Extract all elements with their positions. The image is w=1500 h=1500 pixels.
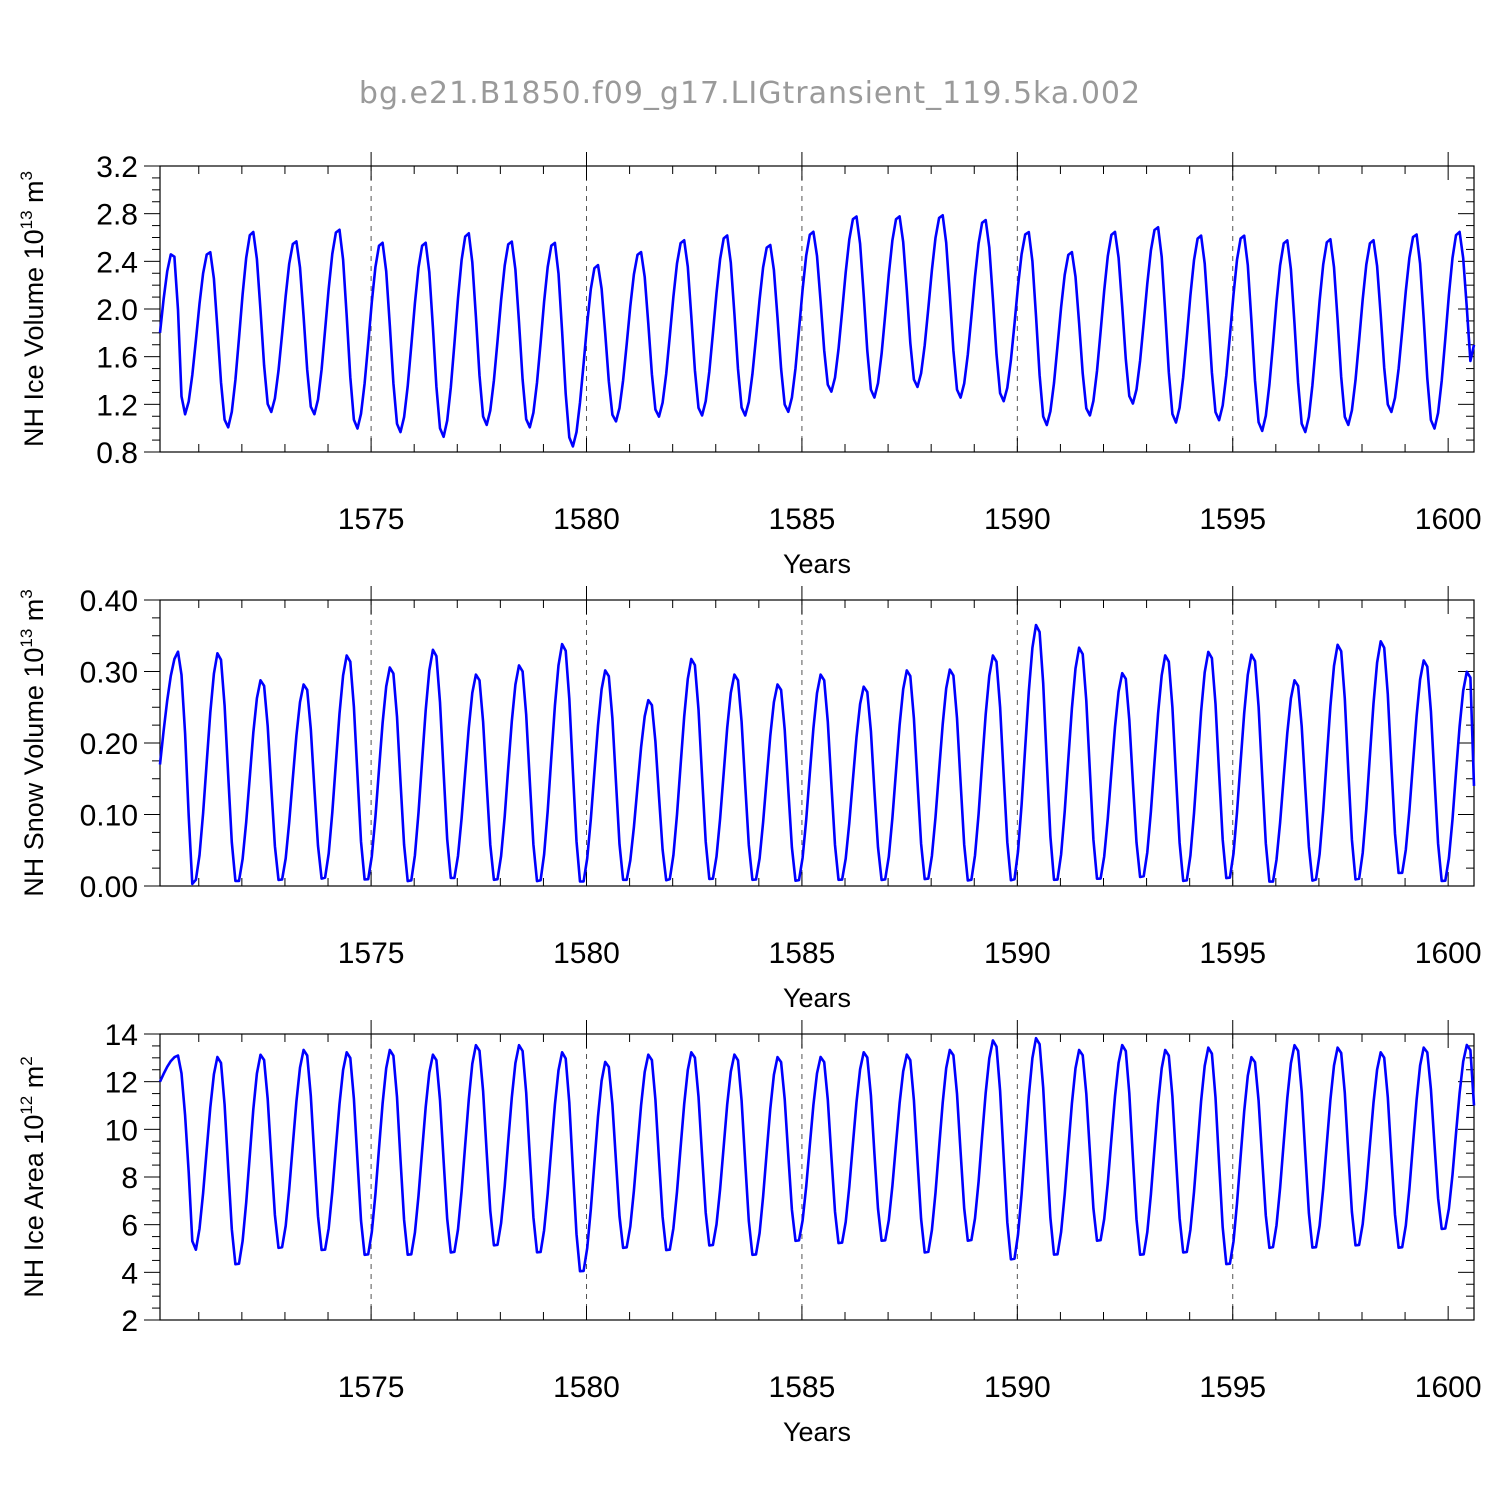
chart-title: bg.e21.B1850.f09_g17.LIGtransient_119.5k… <box>359 76 1141 111</box>
y-axis-label: NH Ice Area 1012 m2 <box>17 1056 49 1297</box>
y-tick-label: 1.6 <box>96 342 138 375</box>
y-tick-label: 3.2 <box>96 151 138 184</box>
x-tick-label: 1580 <box>553 1371 620 1404</box>
plot-frame <box>159 599 1475 887</box>
y-tick-label: 0.8 <box>96 437 138 470</box>
y-tick-label: 6 <box>121 1210 138 1243</box>
y-tick-label: 2.8 <box>96 199 138 232</box>
y-tick-label: 2 <box>121 1305 138 1338</box>
y-tick-label: 0.00 <box>80 871 138 904</box>
plot-frame <box>159 165 1475 453</box>
y-tick-label: 8 <box>121 1162 138 1195</box>
y-tick-label: 4 <box>121 1257 138 1290</box>
x-tick-label: 1590 <box>984 937 1051 970</box>
x-tick-label: 1595 <box>1199 1371 1266 1404</box>
y-tick-label: 12 <box>105 1067 138 1100</box>
panel-ice-volume: 0.8 1.2 1.6 2.0 2.4 2.8 3.2 1575 1580 1585 1590 159… <box>17 151 1482 579</box>
y-tick-label: 10 <box>105 1114 138 1147</box>
x-tick-label: 1600 <box>1415 503 1482 536</box>
x-tick-label: 1585 <box>769 503 836 536</box>
x-axis-label: Years <box>783 549 851 579</box>
y-axis-label: NH Ice Volume 1013 m3 <box>17 171 49 447</box>
x-axis-label: Years <box>783 983 851 1013</box>
y-tick-label: 1.2 <box>96 389 138 422</box>
x-tick-label: 1585 <box>769 1371 836 1404</box>
x-tick-label: 1590 <box>984 503 1051 536</box>
panel-ice-area: 2 4 6 8 10 12 14 1575 1580 1585 1590 1595 1600 Years N… <box>17 1019 1482 1447</box>
data-line-ice-volume <box>158 214 1476 448</box>
x-tick-label: 1575 <box>338 1371 405 1404</box>
x-tick-label: 1595 <box>1199 503 1266 536</box>
x-tick-label: 1585 <box>769 937 836 970</box>
data-line-snow-volume <box>158 623 1476 886</box>
x-axis-label: Years <box>783 1417 851 1447</box>
x-tick-label: 1595 <box>1199 937 1266 970</box>
y-tick-label: 2.0 <box>96 294 138 327</box>
x-tick-label: 1600 <box>1415 1371 1482 1404</box>
x-tick-label: 1575 <box>338 937 405 970</box>
y-tick-label: 0.20 <box>80 728 138 761</box>
y-tick-label: 14 <box>105 1019 138 1052</box>
y-axis-label: NH Snow Volume 1013 m3 <box>17 589 49 897</box>
x-tick-label: 1580 <box>553 503 620 536</box>
x-tick-label: 1575 <box>338 503 405 536</box>
y-tick-label: 0.40 <box>80 585 138 618</box>
plot-frame <box>159 1033 1475 1321</box>
y-tick-label: 2.4 <box>96 246 138 279</box>
y-tick-label: 0.30 <box>80 657 138 690</box>
data-line-ice-area <box>158 1036 1476 1273</box>
panels: 0.8 1.2 1.6 2.0 2.4 2.8 3.2 1575 1580 1585 1590 159… <box>17 151 1482 1447</box>
x-tick-label: 1590 <box>984 1371 1051 1404</box>
panel-snow-volume: 0.00 0.10 0.20 0.30 0.40 1575 1580 1585 1590 1595… <box>17 585 1482 1013</box>
y-tick-label: 0.10 <box>80 800 138 833</box>
x-tick-label: 1580 <box>553 937 620 970</box>
x-tick-label: 1600 <box>1415 937 1482 970</box>
